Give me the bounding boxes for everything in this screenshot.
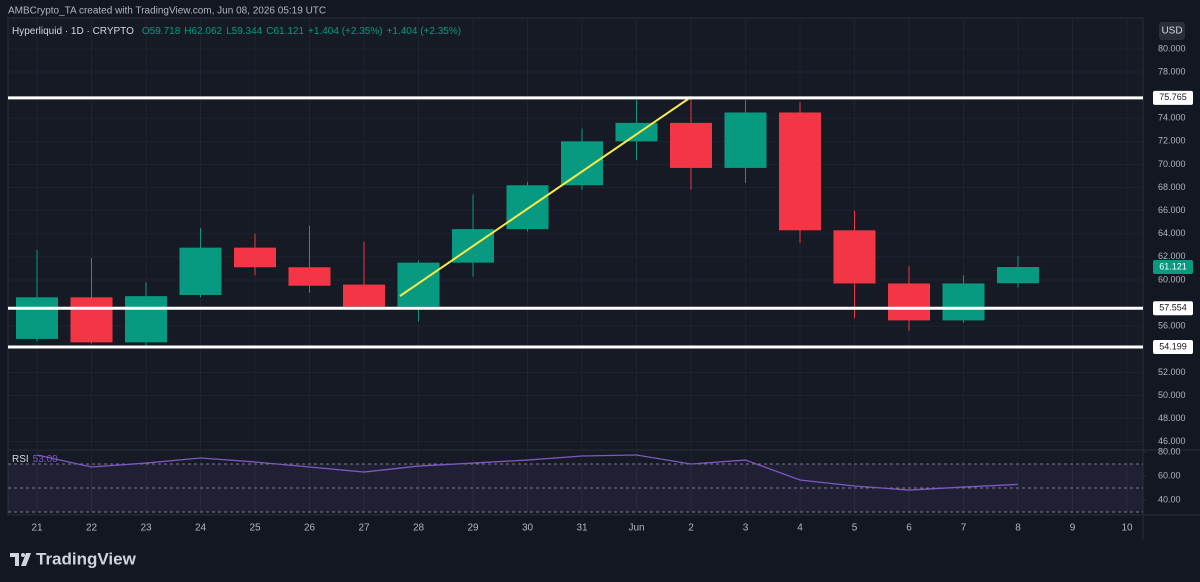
candle-body <box>70 297 113 343</box>
y-tick-label: 48.000 <box>1158 413 1186 423</box>
x-tick-label: 9 <box>1070 523 1076 534</box>
candle-body <box>343 284 385 307</box>
x-tick-label: 30 <box>522 523 534 534</box>
logo <box>10 553 31 566</box>
y-tick-label: 72.000 <box>1158 136 1186 146</box>
candle-body <box>779 112 821 231</box>
x-tick-label: 5 <box>852 523 858 534</box>
candle-body <box>997 267 1039 284</box>
x-tick-label: 28 <box>413 523 425 534</box>
candle-body <box>16 297 58 339</box>
currency-label: USD <box>1161 26 1182 37</box>
x-tick-label: 24 <box>195 523 207 534</box>
logo-icon <box>10 553 31 566</box>
y-tick-label: 50.000 <box>1158 390 1186 400</box>
y-tick-label: 60.000 <box>1158 274 1186 284</box>
x-tick-label: 8 <box>1015 523 1021 534</box>
overlay: 75.765 57.554 54.199 61.121 RSI 53.00 <box>8 90 1193 465</box>
level-label: 57.554 <box>1159 303 1187 313</box>
trend-line <box>399 96 692 297</box>
x-tick-label: 27 <box>358 523 370 534</box>
candle-body <box>179 247 222 295</box>
legend-value: O59.718 <box>142 26 181 37</box>
legend-value: L59.344 <box>226 26 263 37</box>
y-tick-label: 78.000 <box>1158 66 1186 76</box>
logo-dot <box>21 553 25 557</box>
x-tick-label: 22 <box>86 523 98 534</box>
currency-button[interactable] <box>1159 22 1185 40</box>
x-tick-label: 26 <box>304 523 316 534</box>
level-label-box <box>1153 339 1193 354</box>
level-label-box <box>1153 301 1193 316</box>
header: AMBCrypto_TA created with TradingView.co… <box>8 6 326 17</box>
candle-body <box>125 296 167 343</box>
rsi-line <box>36 454 1019 491</box>
legend: Hyperliquid · 1D · CRYPTO O59.718 H62.062 L… <box>12 26 461 37</box>
candle-body <box>506 185 549 230</box>
candle-body <box>397 262 440 307</box>
x-tick-label: 6 <box>906 523 912 534</box>
x-tick-label: 10 <box>1121 523 1133 534</box>
candle-body <box>888 283 930 321</box>
x-tick-label: 21 <box>31 523 43 534</box>
y-tick-label: 68.000 <box>1158 182 1186 192</box>
rsi-tick-label: 80.00 <box>1158 446 1181 456</box>
candle-body <box>670 122 712 168</box>
x-tick-label: Jun <box>628 523 644 534</box>
marks <box>16 97 1039 491</box>
x-tick-label: 4 <box>797 523 803 534</box>
candle-body <box>942 283 985 321</box>
y-tick-label: 46.000 <box>1158 436 1186 446</box>
y-tick-label: 62.000 <box>1158 251 1186 261</box>
y-tick-label: 70.000 <box>1158 159 1186 169</box>
legend-value: H62.062 <box>184 26 222 37</box>
rsi-tick-label: 60.00 <box>1158 470 1181 480</box>
last-price-label: 61.121 <box>1159 261 1187 271</box>
candle-body <box>615 122 658 142</box>
candle-body <box>833 230 876 284</box>
y-tick-label: 80.000 <box>1158 43 1186 53</box>
legend-symbol: Hyperliquid · 1D · CRYPTO <box>12 26 134 37</box>
legend-value: +1.404 (+2.35%) <box>387 26 462 37</box>
footer-brand: TradingView <box>36 549 137 568</box>
level-label: 54.199 <box>1159 341 1187 351</box>
rsi-legend: RSI 53.00 <box>12 454 58 465</box>
level-label-box <box>1153 90 1193 105</box>
x-tick-label: 29 <box>467 523 479 534</box>
x-tick-label: 25 <box>249 523 261 534</box>
candle-body <box>234 247 276 268</box>
legend-value: C61.121 <box>266 26 304 37</box>
rsi-name: RSI <box>12 454 29 465</box>
y-tick-label: 66.000 <box>1158 205 1186 215</box>
x-tick-label: 2 <box>688 523 694 534</box>
x-tick-label: 23 <box>140 523 152 534</box>
rsi-tick-label: 40.00 <box>1158 494 1181 504</box>
y-tick-label: 56.000 <box>1158 321 1186 331</box>
candle-body <box>724 112 767 168</box>
candle-body <box>288 267 331 286</box>
legend-value: +1.404 (+2.35%) <box>308 26 383 37</box>
x-tick-label: 7 <box>961 523 967 534</box>
rsi-value: 53.00 <box>33 454 58 465</box>
x-tick-label: 3 <box>743 523 749 534</box>
plot-area <box>7 17 1144 516</box>
level-label: 75.765 <box>1159 92 1187 102</box>
y-tick-label: 74.000 <box>1158 113 1186 123</box>
last-price-box <box>1153 260 1193 275</box>
candle-body <box>561 141 603 186</box>
x-tick-label: 31 <box>576 523 588 534</box>
y-tick-label: 64.000 <box>1158 228 1186 238</box>
y-tick-label: 52.000 <box>1158 367 1186 377</box>
